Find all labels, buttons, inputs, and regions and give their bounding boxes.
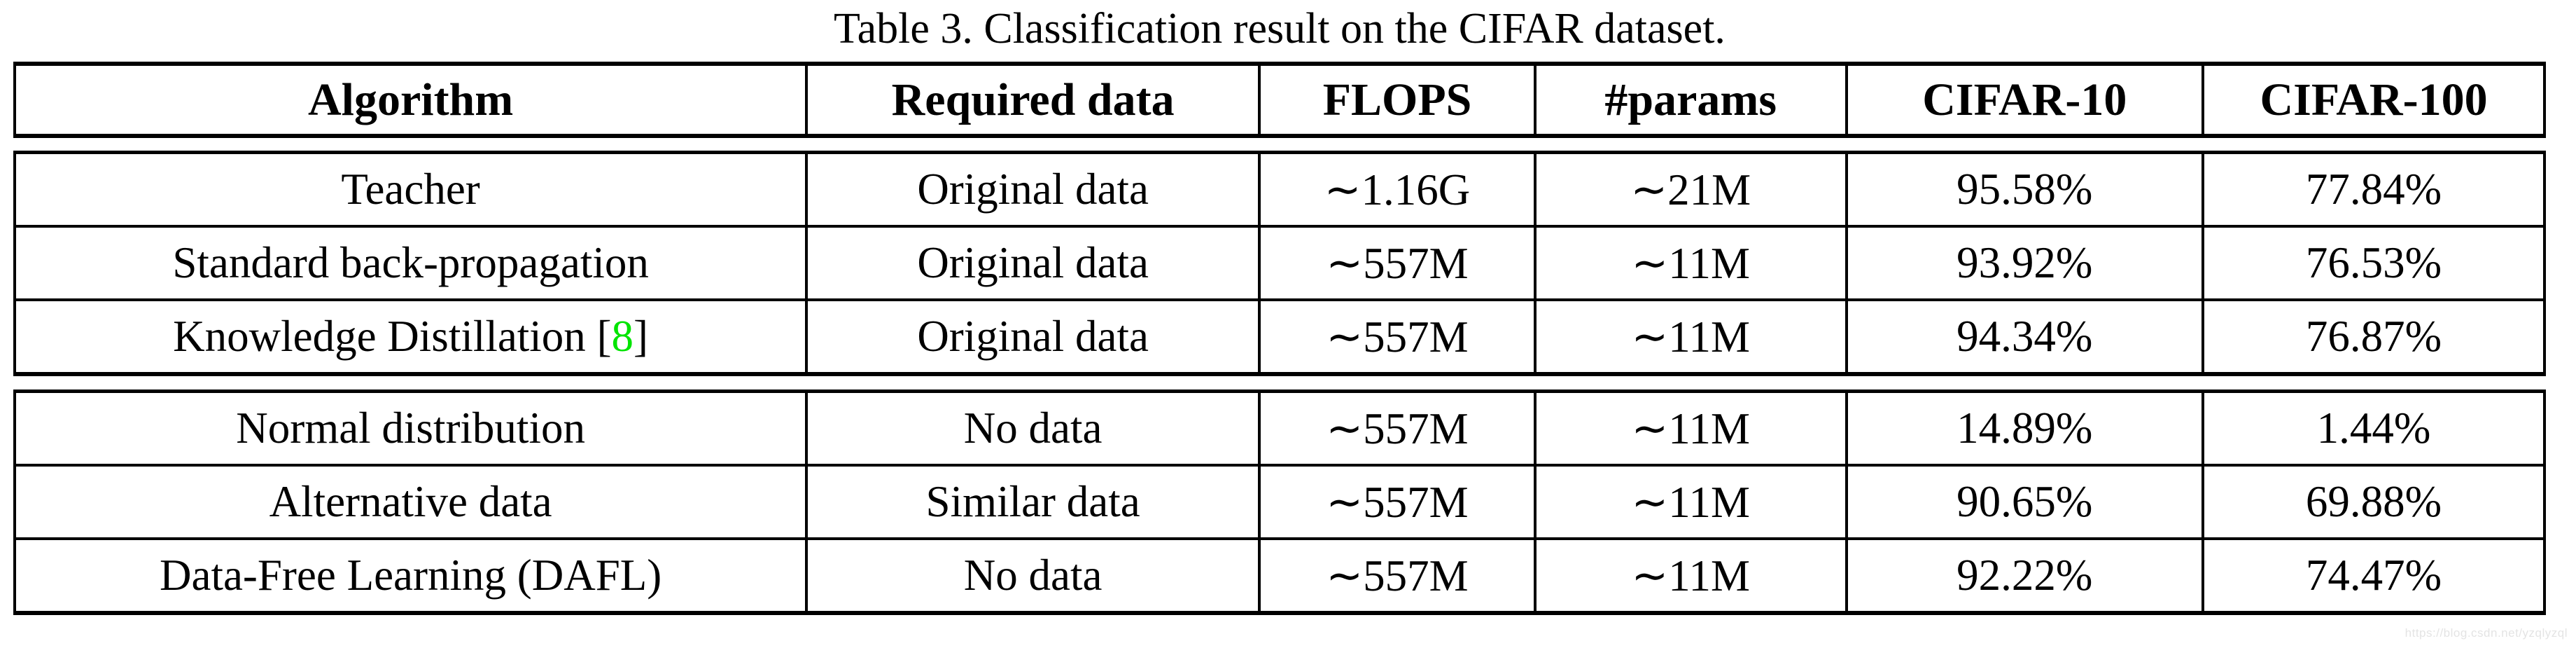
table-caption: Table 3. Classification result on the CI… [834,5,1726,53]
cell-flops: ∼557M [1258,464,1536,540]
cell-flops: ∼1.16G [1258,151,1536,228]
cell-cifar100: 76.87% [2202,298,2546,375]
cell-params: ∼11M [1534,298,1848,375]
table-row-standard-bp: Standard back-propagation Original data … [13,225,2546,301]
cell-algorithm: Teacher [13,151,808,228]
citation-open-bracket: [ [585,312,612,361]
cell-params: ∼11M [1534,390,1848,467]
cell-algorithm: Knowledge Distillation [8] [13,298,808,375]
results-table-section-baselines: Teacher Original data ∼1.16G ∼21M 95.58%… [13,151,2546,376]
cell-flops: ∼557M [1258,298,1536,375]
citation-close-bracket: ] [634,312,649,361]
cell-cifar10: 95.58% [1844,151,2205,228]
cell-cifar10: 90.65% [1844,464,2205,540]
table-row-knowledge-distillation: Knowledge Distillation [8] Original data… [13,298,2546,375]
cell-required-data: Similar data [805,464,1261,540]
table-row-dafl: Data-Free Learning (DAFL) No data ∼557M … [13,537,2546,614]
cell-required-data: Original data [805,151,1261,228]
cell-algorithm: Standard back-propagation [13,225,808,301]
cell-params: ∼11M [1534,225,1848,301]
cell-cifar100: 76.53% [2202,225,2546,301]
cell-params: ∼11M [1534,464,1848,540]
cell-cifar100: 74.47% [2202,537,2546,614]
cell-cifar10: 94.34% [1844,298,2205,375]
col-header-algorithm: Algorithm [13,62,808,137]
cell-flops: ∼557M [1258,537,1536,614]
cell-required-data: No data [805,537,1261,614]
col-header-cifar10: CIFAR-10 [1844,62,2205,137]
cell-cifar100: 69.88% [2202,464,2546,540]
table-row-alternative-data: Alternative data Similar data ∼557M ∼11M… [13,464,2546,540]
col-header-flops: FLOPS [1258,62,1536,137]
cell-cifar100: 77.84% [2202,151,2546,228]
cell-required-data: Original data [805,298,1261,375]
table-row-teacher: Teacher Original data ∼1.16G ∼21M 95.58%… [13,151,2546,228]
results-table-header: Algorithm Required data FLOPS #params CI… [13,62,2546,138]
algorithm-label: Knowledge Distillation [173,312,586,361]
table-row-normal-distribution: Normal distribution No data ∼557M ∼11M 1… [13,390,2546,467]
cell-params: ∼21M [1534,151,1848,228]
citation-ref-8[interactable]: 8 [611,312,634,361]
col-header-required-data: Required data [805,62,1261,137]
cell-flops: ∼557M [1258,390,1536,467]
cell-flops: ∼557M [1258,225,1536,301]
cell-required-data: No data [805,390,1261,467]
col-header-params: #params [1534,62,1848,137]
cell-algorithm: Normal distribution [13,390,808,467]
results-table-section-data-free: Normal distribution No data ∼557M ∼11M 1… [13,390,2546,615]
cell-cifar100: 1.44% [2202,390,2546,467]
watermark-url: https://blog.csdn.net/yzqlyzql [2404,626,2568,640]
cell-algorithm: Data-Free Learning (DAFL) [13,537,808,614]
col-header-cifar100: CIFAR-100 [2202,62,2546,137]
cell-algorithm: Alternative data [13,464,808,540]
header-row: Algorithm Required data FLOPS #params CI… [13,62,2546,137]
cell-params: ∼11M [1534,537,1848,614]
cell-cifar10: 93.92% [1844,225,2205,301]
cell-cifar10: 14.89% [1844,390,2205,467]
cell-cifar10: 92.22% [1844,537,2205,614]
cell-required-data: Original data [805,225,1261,301]
